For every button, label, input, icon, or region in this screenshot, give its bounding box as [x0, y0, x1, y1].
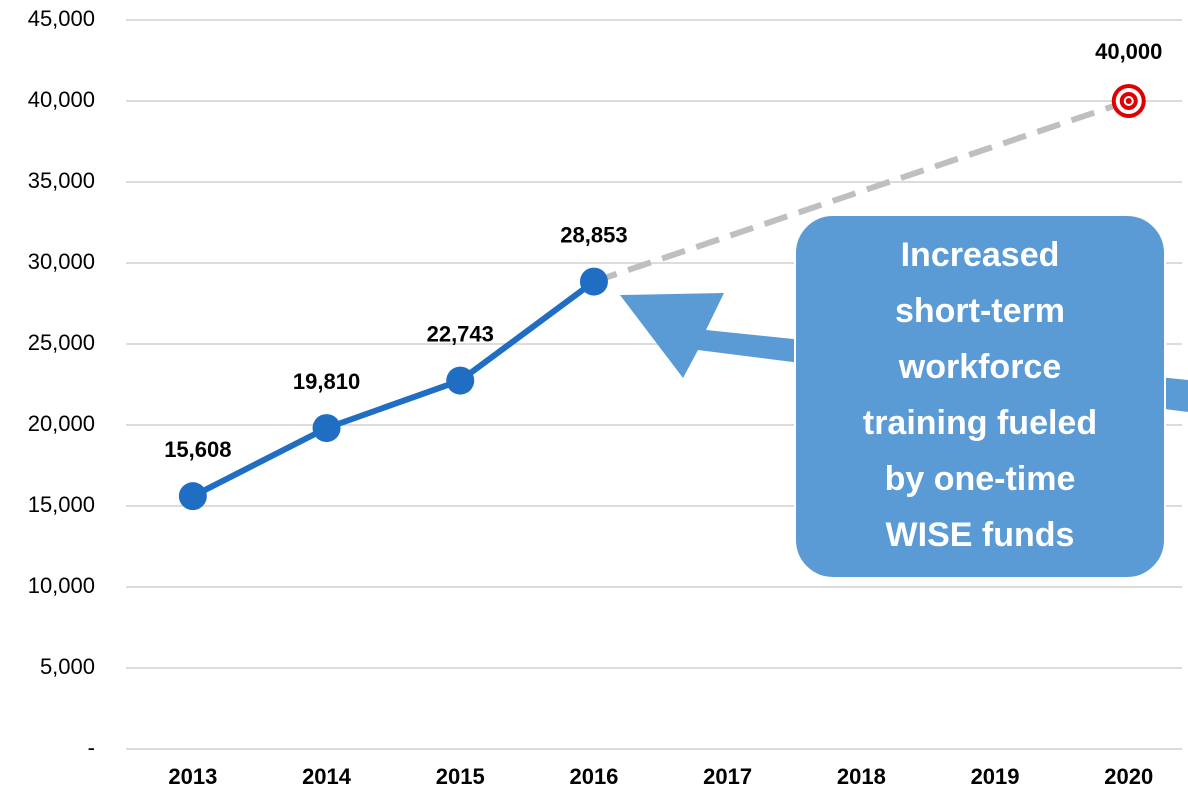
- plot-layer: - 5,000 10,000 15,000 20,000 25,000 30,000 35,0…: [28, 6, 1182, 789]
- data-point: [178, 482, 207, 511]
- callout-text: short-term: [895, 292, 1065, 330]
- data-point: [446, 366, 475, 395]
- y-tick-label: 20,000: [28, 411, 95, 436]
- data-label: 28,853: [560, 222, 627, 247]
- data-label: 15,608: [164, 437, 231, 462]
- data-point: [579, 267, 608, 296]
- target-line: [592, 98, 1130, 285]
- y-tick-label: 35,000: [28, 168, 95, 193]
- callout-text: WISE funds: [886, 516, 1075, 554]
- target-marker: [1125, 98, 1132, 104]
- x-tick-label: 2018: [837, 764, 886, 789]
- x-tick-label: 2020: [1104, 764, 1153, 789]
- x-tick-label: 2015: [436, 764, 485, 789]
- data-point: [312, 414, 341, 443]
- x-tick-label: 2019: [971, 764, 1020, 789]
- x-tick-label: 2016: [569, 764, 618, 789]
- callout-text: workforce: [898, 348, 1062, 386]
- y-tick-label: 45,000: [28, 6, 95, 31]
- y-tick-label: 5,000: [40, 654, 95, 679]
- series-line: [191, 279, 596, 499]
- callout-box: [794, 214, 1166, 579]
- y-tick-label: 40,000: [28, 87, 95, 112]
- data-label: 40,000: [1095, 39, 1162, 64]
- y-tick-label: 25,000: [28, 330, 95, 355]
- x-tick-label: 2013: [168, 764, 217, 789]
- y-tick-label: 10,000: [28, 573, 95, 598]
- x-tick-label: 2014: [302, 764, 352, 789]
- data-label: 19,810: [293, 369, 360, 394]
- y-tick-label: 30,000: [28, 249, 95, 274]
- data-label: 22,743: [427, 321, 494, 346]
- label-layer: 40,000 15,608 19,810 22,743 28,853 Increased s…: [164, 39, 1162, 554]
- callout-text: Increased: [901, 236, 1060, 274]
- y-tick-label: 15,000: [28, 492, 95, 517]
- x-tick-label: 2017: [703, 764, 752, 789]
- callout-text: training fueled: [863, 404, 1097, 442]
- callout-text: by one-time: [885, 460, 1076, 498]
- y-tick-label: -: [88, 735, 95, 760]
